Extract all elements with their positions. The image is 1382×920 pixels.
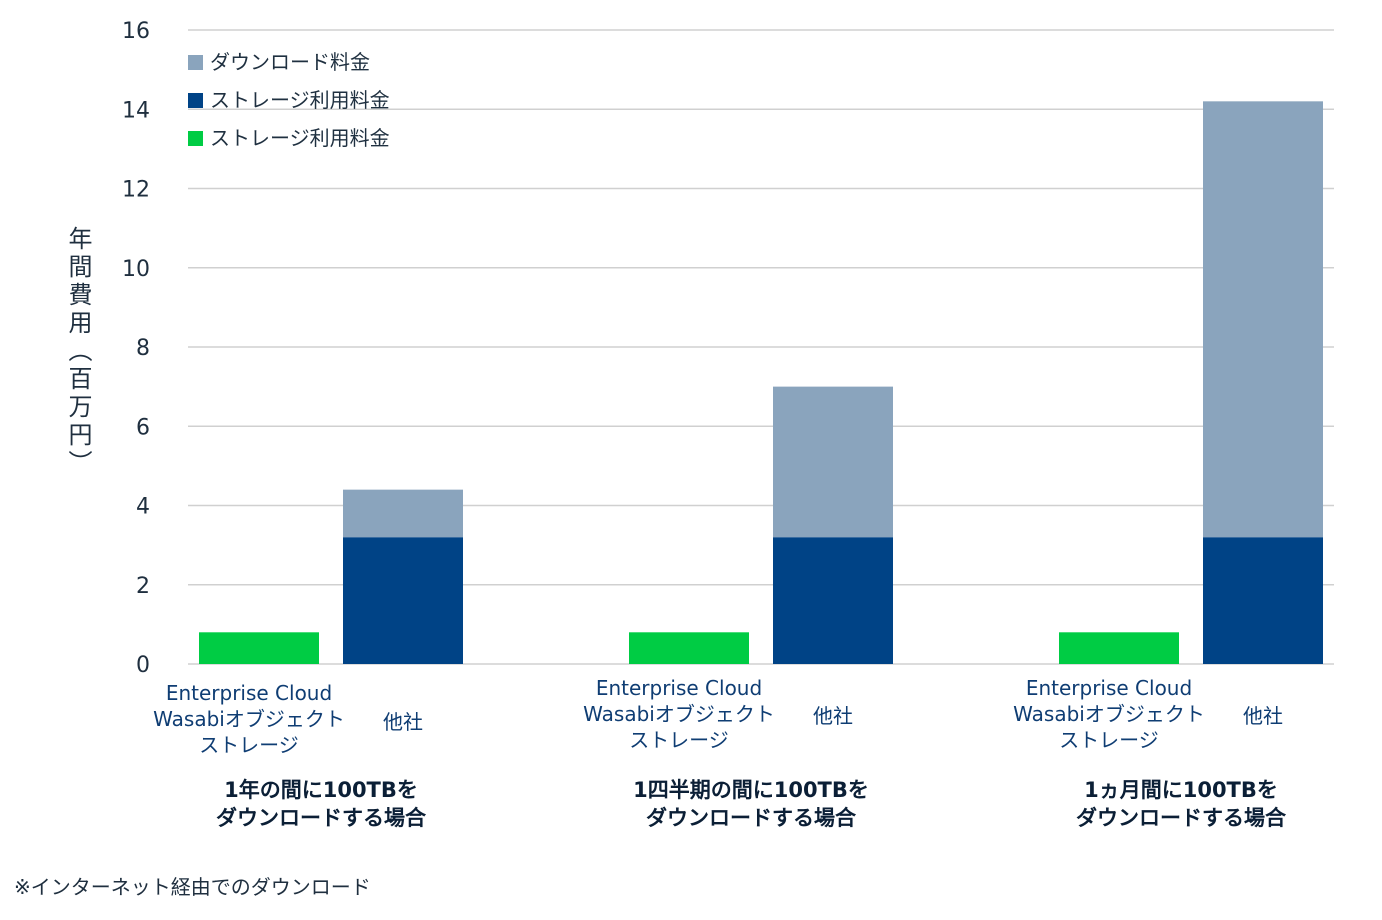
y-tick-label: 6 xyxy=(136,415,150,440)
bar-category-label: Wasabiオブジェクト xyxy=(153,707,345,731)
y-tick-label: 4 xyxy=(136,495,150,520)
legend-swatch xyxy=(188,55,203,70)
bar-segment xyxy=(343,489,463,538)
legend-label: ストレージ利用料金 xyxy=(210,126,390,150)
bar-segment xyxy=(1203,101,1323,538)
bar-category-label: Wasabiオブジェクト xyxy=(583,702,775,726)
y-tick-label: 2 xyxy=(136,574,150,599)
legend-label: ストレージ利用料金 xyxy=(210,88,390,112)
y-tick-label: 10 xyxy=(122,257,150,282)
bar-segment xyxy=(1203,537,1323,664)
bar-segment xyxy=(343,537,463,664)
bar-category-label: ストレージ xyxy=(1059,728,1159,752)
legend-label: ダウンロード料金 xyxy=(210,50,370,74)
bar-category-label: 他社 xyxy=(383,710,423,734)
bar-category-label: ストレージ xyxy=(629,728,729,752)
bar-category-label: Enterprise Cloud xyxy=(166,681,332,705)
group-label: ダウンロードする場合 xyxy=(1076,806,1287,830)
legend-swatch xyxy=(188,93,203,108)
y-tick-label: 8 xyxy=(136,336,150,361)
y-tick-label: 16 xyxy=(122,19,150,44)
y-tick-label: 0 xyxy=(136,653,150,678)
bar-category-label: Enterprise Cloud xyxy=(596,676,762,700)
legend-swatch xyxy=(188,131,203,146)
bar-segment xyxy=(199,632,319,664)
y-tick-label: 12 xyxy=(122,178,150,203)
group-label: ダウンロードする場合 xyxy=(216,806,427,830)
bar-segment xyxy=(629,632,749,664)
y-tick-label: 14 xyxy=(122,98,150,123)
bar-category-label: 他社 xyxy=(813,704,853,728)
group-label: 1四半期の間に100TBを xyxy=(633,778,869,802)
group-label: 1ヵ月間に100TBを xyxy=(1084,778,1278,802)
bar-segment xyxy=(1059,632,1179,664)
y-axis-label: 年間費用（百万円） xyxy=(64,226,92,478)
bar-category-label: 他社 xyxy=(1243,704,1283,728)
group-label: 1年の間に100TBを xyxy=(224,778,418,802)
bar-segment xyxy=(773,386,893,538)
footnote: ※インターネット経由でのダウンロード xyxy=(14,875,371,899)
group-label: ダウンロードする場合 xyxy=(646,806,857,830)
bar-category-label: Wasabiオブジェクト xyxy=(1013,702,1205,726)
bar-category-label: ストレージ xyxy=(199,733,299,757)
bar-category-label: Enterprise Cloud xyxy=(1026,676,1192,700)
bar-segment xyxy=(773,537,893,664)
